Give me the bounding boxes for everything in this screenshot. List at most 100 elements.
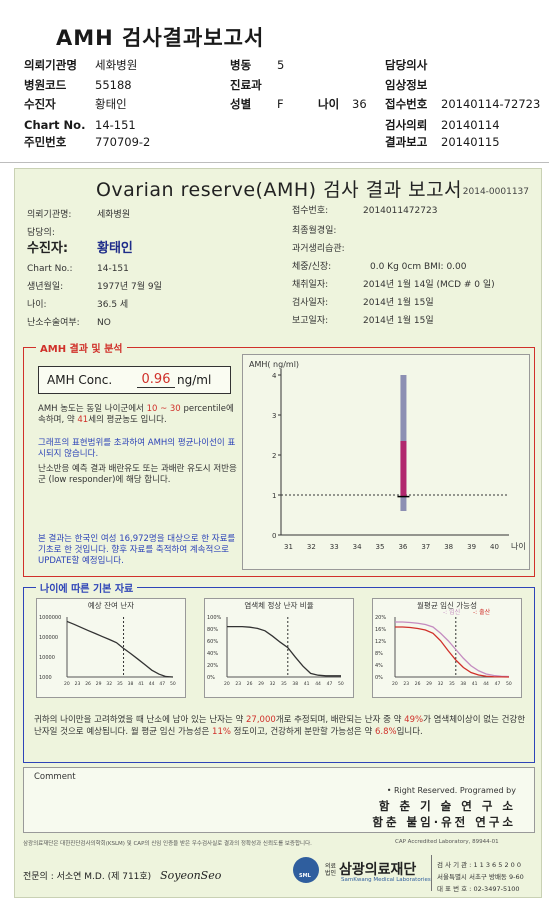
mini-y-tick-label: 80% <box>207 627 218 633</box>
amh-response-text: 난소반응 예측 결과 배란유도 또는 과배란 유도시 저반응군 (low res… <box>38 464 237 485</box>
mini-x-tick-label: 26 <box>415 681 421 687</box>
amh-conc-unit: ng/ml <box>177 373 212 387</box>
r-value-age: 36.5 세 <box>97 300 129 310</box>
r-label-patient: 수진자: <box>27 241 69 256</box>
r-label-chart-no: Chart No.: <box>27 264 73 274</box>
amh-x-tick-label: 39 <box>467 543 476 551</box>
mini-x-tick-label: 41 <box>304 681 310 687</box>
mini-x-tick-label: 35 <box>281 681 287 687</box>
mini-x-tick-label: 20 <box>64 681 70 687</box>
r-value-patient: 황태인 <box>97 241 133 256</box>
pregnancy-chart: 월평균 임신 가능성 20% 16% 12% 8% 4% 0% 20 23 26 29 32 35 38… <box>372 598 522 698</box>
mini-x-tick-label: 50 <box>338 681 344 687</box>
report-title: Ovarian reserve(AMH) 검사 결과 보고서 <box>95 179 463 201</box>
mini-x-tick-label: 20 <box>392 681 398 687</box>
label-requester: 의뢰기관명 <box>24 58 77 72</box>
signature-line: 전문의 : 서소연 M.D. (제 711호) SoyeonSeo <box>23 869 221 882</box>
mini-x-tick-label: 47 <box>159 681 165 687</box>
amh-y-label: AMH( ng/ml) <box>249 360 299 369</box>
r-value-surgery: NO <box>97 318 111 328</box>
amh-x-tick-label: 40 <box>490 543 499 551</box>
document-title: AMH 검사결과보고서 <box>56 26 265 50</box>
org-prefix: 의료법인 <box>325 863 337 877</box>
mini-y-tick-label: 1000 <box>39 675 52 681</box>
mini-x-tick-label: 44 <box>149 681 155 687</box>
org-info-address: 서울특별시 서초구 방배동 9-60 <box>437 873 524 881</box>
age-section-title: 나이에 따른 기본 자료 <box>36 580 138 595</box>
mini-y-tick-label: 100% <box>207 615 222 621</box>
mini-y-tick-label: 40% <box>207 651 218 657</box>
label-doctor: 담당의사 <box>385 58 428 72</box>
scanned-report: Ovarian reserve(AMH) 검사 결과 보고서 2014-0001… <box>14 168 542 898</box>
mini-series-line <box>227 625 341 677</box>
mini-series-line <box>395 626 510 678</box>
mini-x-tick-label: 38 <box>292 681 298 687</box>
mini-y-tick-label: 12% <box>375 639 386 645</box>
amh-y-tick-label: 4 <box>272 372 277 380</box>
r-label-surgery: 난소수술여부: <box>27 318 80 328</box>
r-label-age: 나이: <box>27 300 47 310</box>
r-value-chart-no: 14-151 <box>97 264 129 274</box>
mini-x-tick-label: 23 <box>75 681 81 687</box>
r-value-requester: 세화병원 <box>97 210 131 220</box>
r-value-tested: 2014년 1월 15일 <box>363 298 434 308</box>
r-label-requester: 의뢰기관명: <box>27 210 72 220</box>
mini-x-tick-label: 38 <box>460 681 466 687</box>
mini-y-tick-label: 20% <box>375 615 386 621</box>
r-value-reported: 2014년 1월 15일 <box>363 316 434 326</box>
pregnancy-chart-svg: 20% 16% 12% 8% 4% 0% 20 23 26 29 32 35 38 41 44 47 50 -: … <box>375 608 512 687</box>
org-info-code: 검 사 기 관 : 1 1 3 6 5 2 0 0 <box>437 861 521 869</box>
mini-x-tick-label: 35 <box>117 681 123 687</box>
value-result-report: 20140115 <box>441 135 500 149</box>
rights-org1: 함 춘 기 술 연 구 소 <box>378 799 516 813</box>
mini-series-line <box>395 621 510 678</box>
amh-x-tick-label: 35 <box>376 543 385 551</box>
amh-chart: AMH( ng/ml) 0 1 2 3 4 31 32 33 34 35 36 37 38 39 40 나이 <box>242 354 530 570</box>
value-receipt-no: 20140114-72723 <box>441 97 541 111</box>
r-label-reported: 보고일자: <box>292 316 329 326</box>
org-info-phone: 대 표 번 호 : 02-3497-5100 <box>437 885 520 893</box>
amh-conc-box: AMH Conc. 0.96 ng/ml <box>38 366 231 394</box>
amh-range-note: 그래프의 표현범위를 초과하여 AMH의 평균나이선이 표시되지 않습니다. <box>38 438 236 459</box>
r-label-birth: 생년월일: <box>27 282 64 292</box>
r-label-collected: 채취일자: <box>292 280 329 290</box>
mini-y-tick-label: 100000 <box>39 635 58 641</box>
r-label-lmp: 최종월경일: <box>292 226 337 236</box>
r-value-receipt: 2014011472723 <box>363 206 438 216</box>
amh-y-tick-label: 3 <box>272 412 276 420</box>
amh-y-tick-label: 1 <box>272 492 276 500</box>
amh-section-title: AMH 결과 및 분석 <box>36 340 127 355</box>
org-name: 삼광의료재단 <box>339 862 417 878</box>
mini-x-tick-label: 41 <box>138 681 144 687</box>
mini-x-tick-label: 35 <box>449 681 455 687</box>
r-label-tested: 검사일자: <box>292 298 329 308</box>
label-patient: 수진자 <box>24 97 56 111</box>
mini-y-tick-label: 1000000 <box>39 615 61 621</box>
comment-box: Comment • Right Reserved. Programed by 함… <box>23 767 535 833</box>
mini-y-tick-label: 10000 <box>39 655 55 661</box>
age-data-section: 나이에 따른 기본 자료 예상 잔여 난자 1000000 100000 10000… <box>23 580 535 763</box>
mini-x-tick-label: 47 <box>327 681 333 687</box>
normal-egg-chart: 염색체 정상 난자 비율 100% 80% 60% 40% 20% 0% 20 23 26 29 3… <box>204 598 354 698</box>
amh-x-tick-label: 34 <box>353 543 362 551</box>
mini-legend-pregnancy: -: 임신 <box>443 608 460 616</box>
mini-x-tick-label: 41 <box>472 681 478 687</box>
mini-x-tick-label: 26 <box>85 681 91 687</box>
mini-y-tick-label: 8% <box>375 651 383 657</box>
mini-x-tick-label: 38 <box>128 681 134 687</box>
label-result-report: 결과보고 <box>385 135 428 149</box>
r-label-history: 과거생리습관: <box>292 244 345 254</box>
mini-x-tick-label: 44 <box>315 681 321 687</box>
value-hospital-code: 55188 <box>95 78 132 92</box>
org-logo-text: SML <box>299 873 311 879</box>
label-clinical-info: 임상정보 <box>385 78 428 92</box>
report-doc-no: 2014-0001137 <box>462 187 529 197</box>
mini-y-tick-label: 4% <box>375 663 383 669</box>
accreditation-note: 삼광의료재단은 대한진단검사의학회(KSLM) 및 CAP의 신임 인증을 받은… <box>23 841 312 847</box>
mini-x-tick-label: 47 <box>495 681 501 687</box>
r-label-weight: 체중/신장: <box>292 262 332 272</box>
amh-y-tick-label: 2 <box>272 452 276 460</box>
value-age: 36 <box>352 97 367 111</box>
label-age: 나이 <box>318 97 340 111</box>
